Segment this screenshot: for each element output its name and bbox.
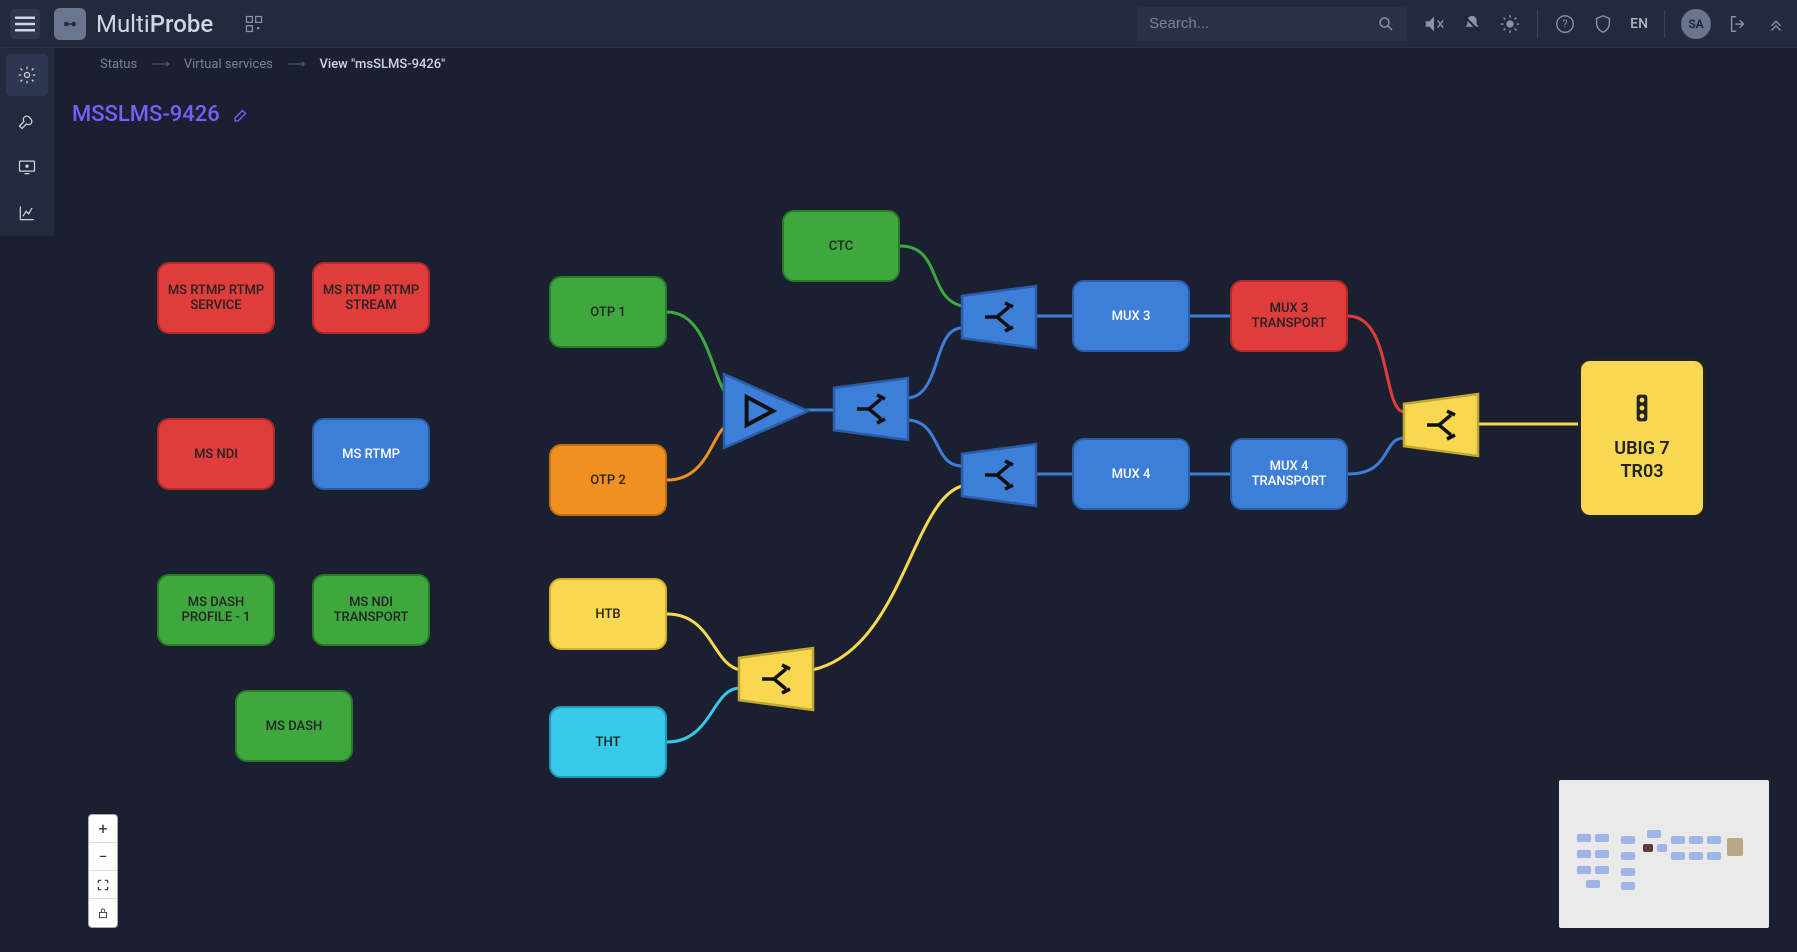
crumb-current: View "msSLMS-9426" [319,57,445,72]
page-title: MSSLMS-9426 [72,102,250,127]
help-icon[interactable]: ? [1554,13,1576,35]
top-icons: ? EN SA [1423,9,1787,39]
logout-icon[interactable] [1727,13,1749,35]
sidebar-tools[interactable] [6,100,48,142]
sidebar-monitor[interactable] [6,146,48,188]
minimap-node [1595,850,1609,858]
app-title-b: Probe [150,10,213,38]
logo-icon [61,15,79,33]
app-title-a: Multi [96,10,150,38]
minimap[interactable] [1559,780,1769,928]
flow-node-n3[interactable]: MS NDI [157,418,275,490]
minimap-node [1657,844,1667,852]
minimap-node [1671,836,1685,844]
minimap-node [1727,838,1743,856]
flow-node-htb[interactable]: HTB [549,578,667,650]
crumb-arrow-icon: ⟶ [151,57,170,72]
flow-node-n7[interactable]: MS DASH [235,690,353,762]
minimap-node [1577,850,1591,858]
minimap-node [1647,830,1661,838]
shield-icon[interactable] [1592,13,1614,35]
edit-icon[interactable] [232,106,250,124]
hamburger-menu[interactable] [10,9,40,39]
bell-icon[interactable] [1461,13,1483,35]
search-icon [1377,15,1395,33]
crumb-arrow-icon: ⟶ [287,57,306,72]
minimap-node [1621,882,1635,890]
flow-node-otp1[interactable]: OTP 1 [549,276,667,348]
flow-shape-trap4[interactable] [737,646,815,712]
dashboard-icon[interactable] [243,13,265,35]
search-box[interactable] [1137,7,1407,41]
minimap-node [1595,866,1609,874]
topbar: MultiProbe ? EN SA [0,0,1797,48]
minimap-node [1577,866,1591,874]
flow-node-m3t[interactable]: MUX 3 TRANSPORT [1230,280,1348,352]
flow-node-tht[interactable]: THT [549,706,667,778]
flow-node-mux4[interactable]: MUX 4 [1072,438,1190,510]
app-logo [54,8,86,40]
minimap-node [1621,852,1635,860]
minimap-node [1621,836,1635,844]
minimap-node [1707,836,1721,844]
collapse-icon[interactable] [1765,13,1787,35]
flow-node-n5[interactable]: MS DASH PROFILE - 1 [157,574,275,646]
minimap-node [1689,836,1703,844]
flow-shape-trap2[interactable] [960,284,1038,350]
zoom-lock-button[interactable] [89,899,117,927]
search-input[interactable] [1149,15,1377,32]
app-title: MultiProbe [96,10,213,38]
zoom-out-button[interactable]: − [89,843,117,871]
flow-canvas[interactable]: MS RTMP RTMP SERVICE MS RTMP RTMP STREAM M… [72,140,1785,940]
zoom-fit-button[interactable] [89,871,117,899]
crumb-virtual[interactable]: Virtual services [184,57,273,72]
language-selector[interactable]: EN [1630,16,1648,32]
page-title-text: MSSLMS-9426 [72,102,220,127]
breadcrumb: Status ⟶ Virtual services ⟶ View "msSLMS… [100,48,445,80]
sidebar [0,48,54,236]
zoom-in-button[interactable]: + [89,815,117,843]
flow-shape-trap3[interactable] [960,442,1038,508]
hamburger-icon [10,9,40,39]
minimap-node [1621,868,1635,876]
flow-node-m4t[interactable]: MUX 4 TRANSPORT [1230,438,1348,510]
flow-node-n6[interactable]: MS NDI TRANSPORT [312,574,430,646]
minimap-node [1643,844,1653,852]
flow-shape-trap5[interactable] [1402,392,1480,458]
brightness-icon[interactable] [1499,13,1521,35]
flow-shape-tri1[interactable] [722,372,810,450]
flow-node-mux3[interactable]: MUX 3 [1072,280,1190,352]
minimap-node [1689,852,1703,860]
traffic-light-icon [1626,392,1658,424]
sidebar-analytics[interactable] [6,192,48,234]
wrench-icon [17,111,37,131]
minimap-node [1707,852,1721,860]
avatar[interactable]: SA [1681,9,1711,39]
flow-node-ubig[interactable]: UBIG 7TR03 [1578,358,1706,518]
flow-shape-trap1[interactable] [832,376,910,442]
monitor-icon [17,157,37,177]
minimap-node [1595,834,1609,842]
mute-icon[interactable] [1423,13,1445,35]
crumb-status[interactable]: Status [100,57,137,72]
chart-icon [17,203,37,223]
flow-edges [72,140,1785,940]
svg-text:?: ? [1563,17,1568,30]
minimap-node [1586,880,1600,888]
minimap-node [1671,852,1685,860]
minimap-node [1577,834,1591,842]
flow-node-n1[interactable]: MS RTMP RTMP SERVICE [157,262,275,334]
gear-icon [17,65,37,85]
flow-node-ctc[interactable]: CTC [782,210,900,282]
zoom-controls: + − [88,814,118,928]
sidebar-settings[interactable] [6,54,48,96]
flow-node-n2[interactable]: MS RTMP RTMP STREAM [312,262,430,334]
flow-node-otp2[interactable]: OTP 2 [549,444,667,516]
flow-node-n4[interactable]: MS RTMP [312,418,430,490]
